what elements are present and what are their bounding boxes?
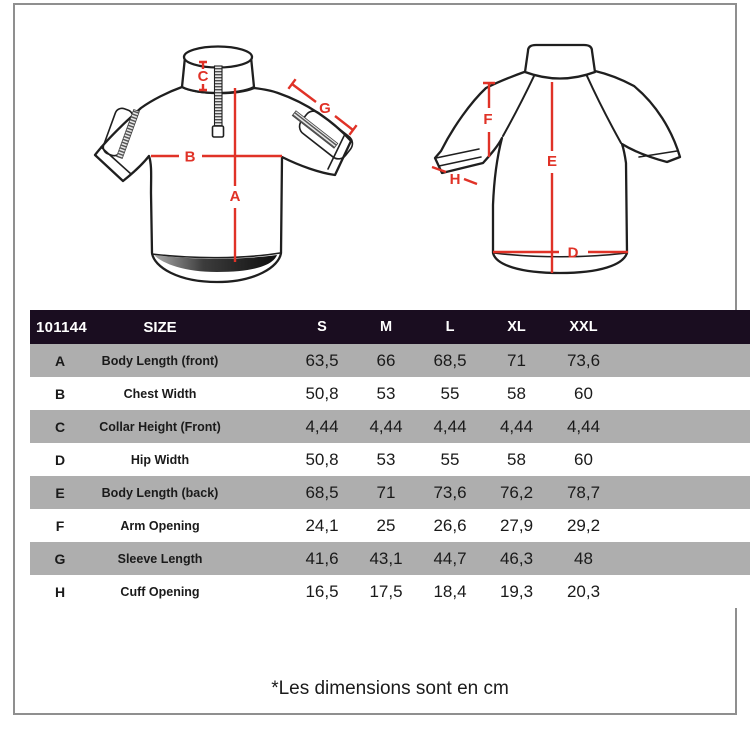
- size-value: 68,5: [433, 350, 467, 370]
- table-row: H Cuff Opening 16,5 17,5 18,4 19,3 20,3: [30, 575, 750, 608]
- size-value: 16,5: [305, 581, 339, 601]
- size-value: 63,5: [305, 350, 339, 370]
- column-header-xxl: XXL: [569, 319, 598, 335]
- size-value: 60: [574, 383, 593, 403]
- dimensions-footnote: *Les dimensions sont en cm: [271, 678, 509, 699]
- size-value: 4,44: [499, 416, 534, 436]
- size-value: 55: [440, 383, 460, 403]
- product-code: 101144: [36, 318, 88, 336]
- size-value: 48: [574, 548, 593, 568]
- size-value: 43,1: [369, 548, 403, 568]
- row-label: Arm Opening: [120, 518, 200, 533]
- size-value: 71: [376, 482, 396, 502]
- measure-label-a: A: [230, 188, 241, 205]
- size-value: 25: [376, 515, 396, 535]
- size-table-header: 101144 SIZE S M L XL XXL: [30, 310, 750, 344]
- front-zipper: [213, 65, 223, 128]
- size-value: 4,44: [566, 416, 601, 436]
- size-value: 24,1: [305, 515, 339, 535]
- size-value: 4,44: [305, 416, 339, 436]
- size-value: 4,44: [433, 416, 467, 436]
- measure-label-e: E: [547, 153, 557, 170]
- size-value: 71: [507, 350, 526, 370]
- sleeve-pocket-zipper-right: [291, 110, 339, 149]
- front-jersey-drawing: C B A G: [93, 45, 358, 284]
- size-value: 46,3: [499, 548, 534, 568]
- row-label: Sleeve Length: [117, 551, 203, 566]
- measure-label-g: G: [319, 100, 331, 117]
- size-header-cell: SIZE: [143, 318, 177, 336]
- row-letter: G: [54, 550, 66, 567]
- row-letter: C: [54, 418, 66, 435]
- size-value: 50,8: [305, 449, 339, 469]
- measure-label-c: C: [198, 68, 209, 85]
- size-value: 55: [440, 449, 460, 469]
- size-value: 17,5: [369, 581, 403, 601]
- size-value: 27,9: [499, 515, 534, 535]
- size-value: 53: [376, 383, 396, 403]
- size-value: 60: [574, 449, 593, 469]
- zipper-pull: [211, 125, 225, 138]
- size-value: 58: [507, 449, 526, 469]
- size-value: 44,7: [433, 548, 467, 568]
- size-value: 50,8: [305, 383, 339, 403]
- row-label: Body Length (back): [101, 485, 219, 500]
- size-value: 58: [507, 383, 526, 403]
- row-label: Cuff Opening: [120, 584, 200, 599]
- table-row: B Chest Width 50,8 53 55 58 60: [30, 377, 750, 410]
- column-header-xl: XL: [507, 319, 526, 335]
- table-row: G Sleeve Length 41,6 43,1 44,7 46,3 48: [30, 542, 750, 575]
- size-value: 20,3: [566, 581, 601, 601]
- row-letter: B: [54, 385, 66, 402]
- table-row: C Collar Height (Front) 4,44 4,44 4,44 4…: [30, 410, 750, 443]
- table-row: A Body Length (front) 63,5 66 68,5 71 73…: [30, 344, 750, 377]
- chart-frame: C B A G: [13, 3, 750, 715]
- size-value: 18,4: [433, 581, 467, 601]
- row-label: Hip Width: [130, 452, 190, 467]
- table-row: F Arm Opening 24,1 25 26,6 27,9 29,2: [30, 509, 750, 542]
- measure-label-h: H: [450, 171, 461, 188]
- size-value: 53: [376, 449, 396, 469]
- row-letter: E: [55, 484, 65, 501]
- size-value: 4,44: [369, 416, 403, 436]
- garment-diagram: C B A G: [93, 43, 682, 284]
- row-label: Collar Height (Front): [99, 419, 221, 434]
- sleeve-pocket-zipper-left: [116, 108, 140, 160]
- measure-label-f: F: [483, 111, 492, 128]
- back-collar: [523, 43, 597, 80]
- size-table: 101144 SIZE S M L XL XXL A Body Length (…: [30, 310, 750, 608]
- size-value: 19,3: [499, 581, 534, 601]
- column-header-l: L: [445, 319, 455, 335]
- size-value: 68,5: [305, 482, 339, 502]
- measure-label-b: B: [185, 149, 196, 166]
- column-header-m: M: [379, 319, 393, 335]
- size-value: 73,6: [433, 482, 467, 502]
- size-value: 78,7: [566, 482, 601, 502]
- column-header-s: S: [317, 319, 327, 335]
- size-value: 73,6: [566, 350, 601, 370]
- size-value: 76,2: [499, 482, 534, 502]
- row-label: Chest Width: [123, 386, 197, 401]
- table-row: E Body Length (back) 68,5 71 73,6 76,2 7…: [30, 476, 750, 509]
- size-value: 29,2: [566, 515, 601, 535]
- row-letter: D: [54, 451, 66, 468]
- back-jersey-drawing: F H E D: [431, 43, 682, 275]
- measure-label-d: D: [568, 245, 579, 262]
- row-label: Body Length (front): [101, 353, 219, 368]
- size-value: 26,6: [433, 515, 467, 535]
- row-letter: F: [55, 517, 65, 534]
- table-row: D Hip Width 50,8 53 55 58 60: [30, 443, 750, 476]
- size-value: 66: [376, 350, 396, 370]
- row-letter: H: [54, 583, 66, 600]
- size-value: 41,6: [305, 548, 339, 568]
- row-letter: A: [54, 352, 66, 369]
